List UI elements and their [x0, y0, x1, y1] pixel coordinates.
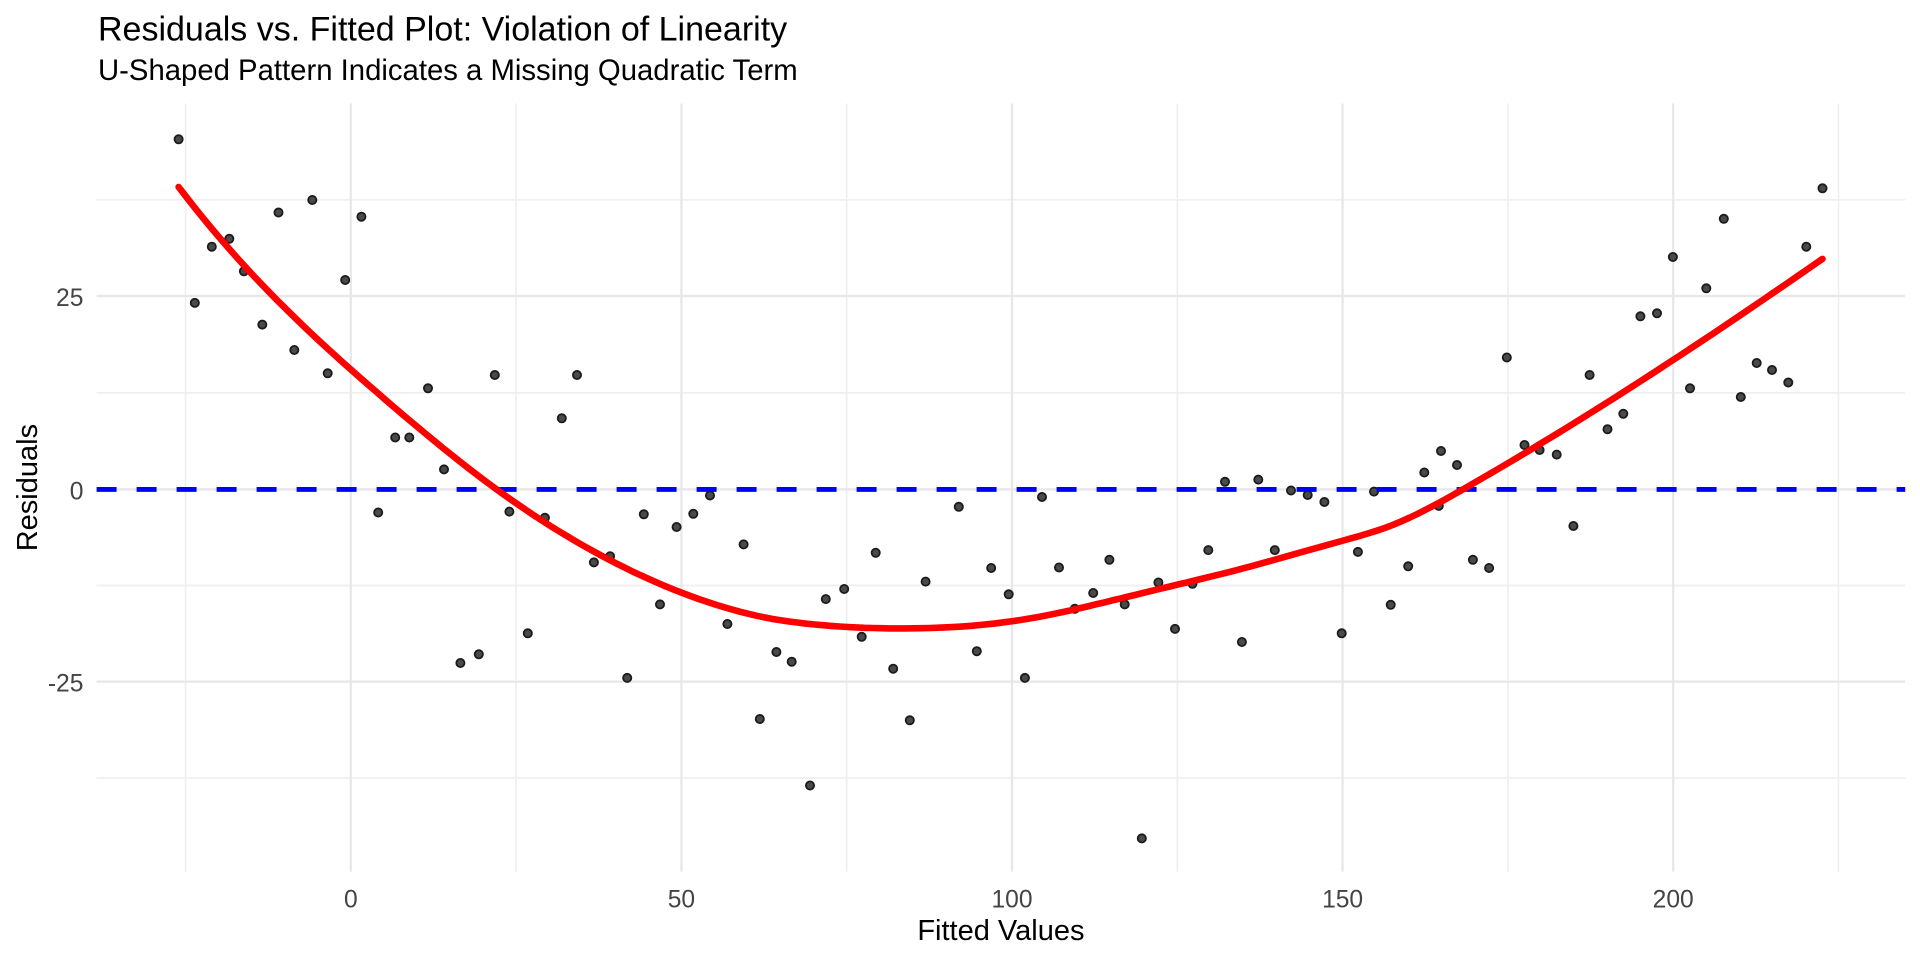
svg-text:50: 50: [668, 887, 695, 914]
svg-text:Residuals: Residuals: [12, 424, 44, 551]
svg-text:U-Shaped Pattern Indicates a M: U-Shaped Pattern Indicates a Missing Qua…: [98, 54, 798, 87]
svg-text:25: 25: [56, 285, 83, 312]
svg-text:-25: -25: [48, 671, 84, 698]
svg-text:Residuals vs. Fitted Plot: Vio: Residuals vs. Fitted Plot: Violation of …: [98, 10, 787, 48]
svg-text:200: 200: [1653, 887, 1694, 914]
svg-text:100: 100: [991, 887, 1032, 914]
svg-text:0: 0: [344, 887, 358, 914]
svg-text:0: 0: [70, 478, 84, 505]
svg-text:Fitted Values: Fitted Values: [917, 915, 1084, 947]
svg-text:150: 150: [1322, 887, 1363, 914]
